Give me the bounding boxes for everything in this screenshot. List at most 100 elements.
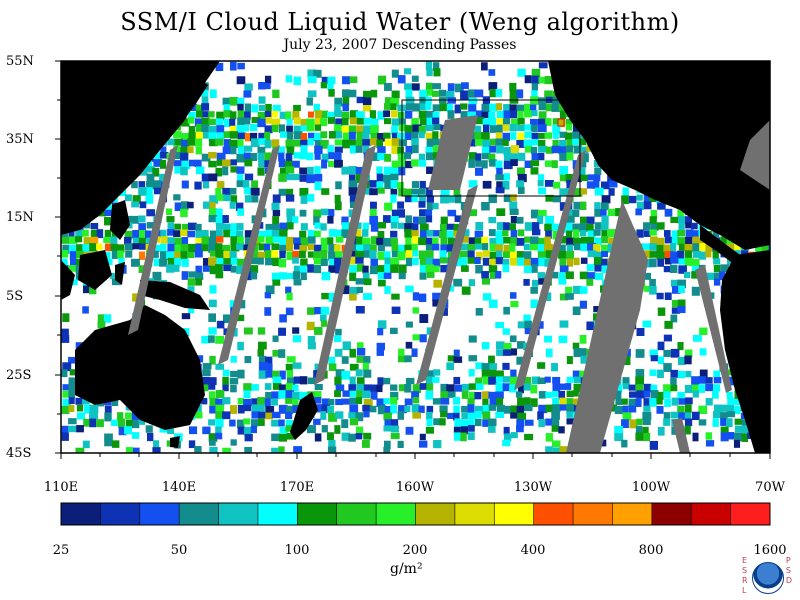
cloud-pixel bbox=[376, 237, 384, 246]
cloud-pixel bbox=[664, 236, 673, 244]
cloud-pixel bbox=[461, 286, 471, 295]
cloud-pixel bbox=[390, 397, 398, 405]
cloud-pixel bbox=[370, 201, 377, 209]
cloud-pixel bbox=[545, 103, 553, 112]
cloud-pixel bbox=[482, 398, 489, 406]
cloud-pixel bbox=[68, 397, 75, 405]
cloud-pixel bbox=[405, 215, 413, 224]
cloud-pixel bbox=[495, 250, 503, 259]
cloud-pixel bbox=[272, 335, 279, 342]
cloud-pixel bbox=[181, 132, 189, 142]
cloud-pixel bbox=[559, 131, 568, 138]
cloud-pixel bbox=[608, 188, 615, 196]
cloud-pixel bbox=[208, 419, 216, 426]
cloud-pixel bbox=[159, 173, 166, 183]
cloud-pixel bbox=[265, 257, 273, 266]
cloud-pixel bbox=[419, 383, 427, 390]
cloud-pixel bbox=[405, 103, 414, 111]
cloud-pixel bbox=[509, 82, 517, 92]
cloud-pixel bbox=[635, 376, 645, 385]
cloud-pixel bbox=[530, 167, 539, 175]
cloud-pixel bbox=[201, 376, 210, 385]
cloud-pixel bbox=[467, 243, 476, 251]
cloud-pixel bbox=[670, 369, 679, 378]
cloud-pixel bbox=[355, 139, 363, 149]
cloud-pixel bbox=[580, 236, 590, 246]
cloud-pixel bbox=[215, 208, 223, 218]
cloud-pixel bbox=[475, 160, 484, 167]
cloud-pixel bbox=[649, 440, 659, 450]
colorbar-swatch bbox=[533, 503, 574, 525]
cloud-pixel bbox=[517, 124, 525, 132]
cloud-pixel bbox=[544, 160, 553, 167]
cloud-pixel bbox=[153, 180, 162, 189]
cloud-pixel bbox=[453, 397, 461, 405]
cloud-pixel bbox=[363, 117, 373, 125]
cloud-pixel bbox=[279, 370, 286, 380]
cloud-pixel bbox=[538, 209, 547, 217]
cloud-pixel bbox=[565, 293, 574, 300]
cloud-pixel bbox=[474, 125, 482, 134]
cloud-pixel bbox=[411, 348, 418, 357]
cloud-pixel bbox=[335, 265, 344, 274]
cloud-pixel bbox=[496, 222, 505, 231]
cloud-pixel bbox=[293, 131, 303, 140]
cloud-pixel bbox=[579, 167, 586, 177]
cloud-pixel bbox=[453, 223, 461, 232]
cloud-pixel bbox=[566, 139, 574, 149]
cloud-pixel bbox=[285, 166, 295, 174]
cloud-pixel bbox=[446, 244, 456, 252]
cloud-pixel bbox=[677, 306, 686, 314]
cloud-pixel bbox=[314, 145, 323, 155]
cloud-pixel bbox=[285, 139, 295, 149]
cloud-pixel bbox=[341, 222, 351, 231]
cloud-pixel bbox=[635, 369, 645, 377]
cloud-pixel bbox=[489, 251, 497, 259]
cloud-pixel bbox=[425, 209, 433, 216]
cloud-pixel bbox=[474, 391, 482, 400]
cloud-pixel bbox=[516, 391, 523, 398]
cloud-pixel bbox=[551, 103, 561, 112]
cloud-pixel bbox=[440, 194, 450, 204]
cloud-pixel bbox=[138, 230, 147, 238]
cloud-pixel bbox=[243, 180, 250, 189]
cloud-pixel bbox=[601, 215, 609, 224]
cloud-pixel bbox=[208, 118, 217, 126]
cloud-pixel bbox=[475, 153, 482, 163]
cloud-pixel bbox=[279, 244, 286, 254]
cloud-pixel bbox=[545, 118, 552, 126]
cloud-pixel bbox=[524, 376, 532, 384]
cloud-pixel bbox=[488, 265, 498, 273]
cloud-pixel bbox=[237, 103, 244, 111]
cloud-pixel bbox=[159, 152, 169, 159]
cloud-pixel bbox=[278, 404, 288, 414]
cloud-pixel bbox=[285, 425, 294, 432]
cloud-pixel bbox=[236, 419, 245, 428]
cloud-pixel bbox=[677, 405, 685, 414]
cloud-pixel bbox=[138, 187, 148, 196]
cloud-pixel bbox=[545, 215, 555, 225]
cloud-pixel bbox=[384, 153, 391, 162]
colorbar-swatch bbox=[651, 503, 692, 525]
cloud-pixel bbox=[138, 418, 146, 425]
cloud-pixel bbox=[412, 307, 419, 314]
cloud-pixel bbox=[734, 418, 743, 425]
cloud-pixel bbox=[307, 377, 316, 385]
cloud-pixel bbox=[215, 62, 224, 72]
cloud-pixel bbox=[657, 369, 664, 379]
cloud-pixel bbox=[370, 244, 377, 252]
cloud-pixel bbox=[390, 188, 398, 196]
cloud-pixel bbox=[545, 446, 553, 453]
cloud-pixel bbox=[482, 404, 490, 414]
cloud-pixel bbox=[678, 216, 686, 224]
cloud-pixel bbox=[481, 62, 488, 71]
cloud-pixel bbox=[678, 258, 686, 265]
cloud-pixel bbox=[558, 390, 565, 400]
cloud-pixel bbox=[698, 405, 708, 415]
cloud-pixel bbox=[209, 355, 216, 365]
cloud-pixel bbox=[299, 152, 308, 160]
cloud-pixel bbox=[244, 447, 252, 453]
cloud-pixel bbox=[265, 356, 273, 366]
cloud-pixel bbox=[432, 90, 440, 97]
cloud-pixel bbox=[538, 404, 548, 414]
